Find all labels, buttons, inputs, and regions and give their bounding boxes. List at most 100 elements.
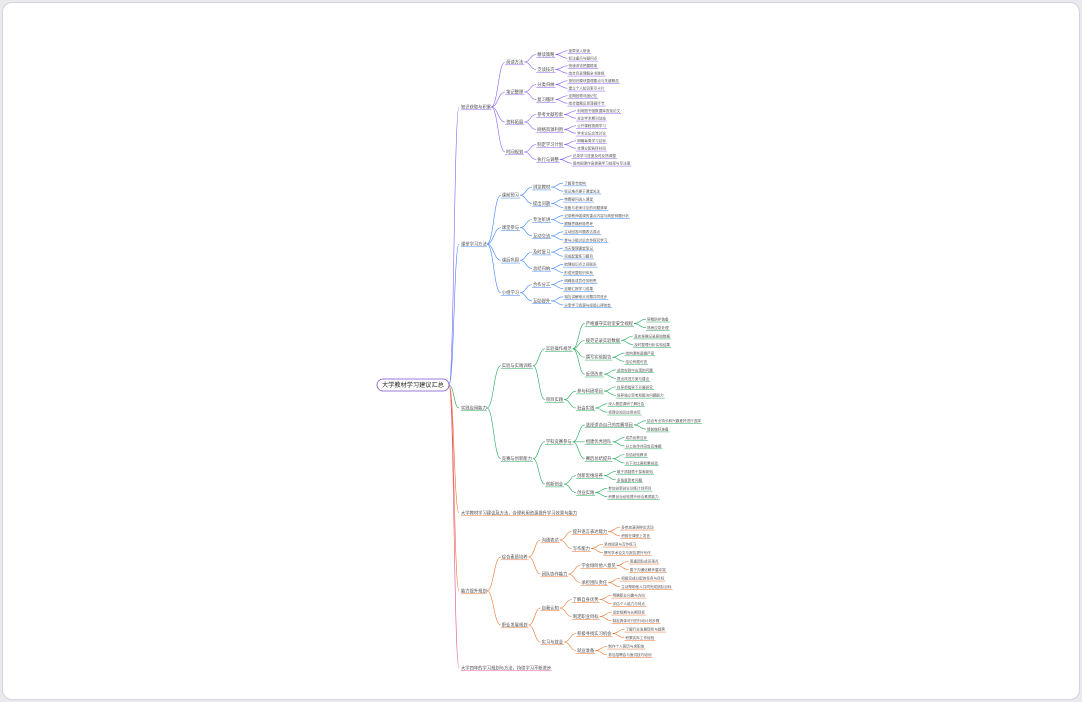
leaf-node[interactable]: 熟悉应急处理 <box>647 325 669 330</box>
leaf-node[interactable]: 深入基层调研了解社会 <box>608 401 644 406</box>
leaf-node[interactable]: 穿戴防护装备 <box>647 317 669 322</box>
mindmap-node[interactable]: 反思改进 <box>586 371 604 378</box>
mindmap-node[interactable]: 提升语言表达能力 <box>573 528 607 535</box>
leaf-node[interactable]: 总结经验教训 <box>626 452 648 457</box>
leaf-node[interactable]: 在导师指导下开展研究 <box>617 384 653 389</box>
leaf-node[interactable]: 成员优势互补 <box>626 435 648 440</box>
mindmap-node[interactable]: 自我认知 <box>542 604 559 611</box>
leaf-node[interactable]: 积极在课堂上发言 <box>621 533 650 538</box>
mindmap-node[interactable]: 实验操作规范 <box>546 345 572 352</box>
leaf-node[interactable]: 将理论知识应用实际 <box>608 410 641 415</box>
leaf-node[interactable]: 结合专业特长和兴趣爱好进行选择 <box>647 418 701 423</box>
mindmap-node[interactable]: 参与科研项目 <box>577 387 603 394</box>
mindmap-node[interactable]: 分类归纳 <box>537 81 554 88</box>
leaf-node[interactable]: 了解行业发展现状与趋势 <box>626 627 666 632</box>
mindmap-node[interactable]: 严格遵守实验室安全规程 <box>586 320 634 327</box>
leaf-node[interactable]: 分工协作共同攻克难题 <box>626 443 662 448</box>
leaf-node[interactable]: 多角度思考问题 <box>617 477 643 482</box>
leaf-node[interactable]: 参与小组讨论合作探究学习 <box>564 237 608 242</box>
leaf-node[interactable]: 准备与老师讨论的问题清单 <box>564 205 608 210</box>
leaf-node[interactable]: 提出改进方案与建议 <box>617 376 650 381</box>
leaf-node[interactable]: 建立个人知识索引卡片 <box>569 86 605 91</box>
leaf-node[interactable]: 积累实际工作经验 <box>626 635 655 640</box>
mindmap-node[interactable]: 撰写实验报告 <box>586 354 612 361</box>
leaf-node[interactable]: 多参加演讲辩论活动 <box>621 525 654 530</box>
mindmap-node[interactable]: 提出问题 <box>533 200 551 207</box>
leaf-node[interactable]: 总结实验中出现的问题 <box>617 367 653 372</box>
leaf-node[interactable]: 完成配套练习题目 <box>564 254 593 259</box>
mindmap-node[interactable]: 承担团队责任 <box>581 579 607 586</box>
leaf-node[interactable]: 尊重团队成员观点 <box>630 559 659 564</box>
mindmap-node[interactable]: 复习循环 <box>537 96 555 103</box>
leaf-node[interactable]: 培养独立思考和解决问题能力 <box>617 393 664 398</box>
mindmap-node[interactable]: 就业准备 <box>577 647 595 654</box>
leaf-node[interactable]: 参加招聘会与面试技巧培训 <box>608 652 652 657</box>
branch-node[interactable]: 实践应用能力 <box>461 404 487 411</box>
mindmap-node[interactable]: 制定职业目标 <box>573 613 599 620</box>
mindmap-node[interactable]: 赛后总结提升 <box>586 455 612 462</box>
mindmap-node[interactable]: 创新创业 <box>546 480 564 487</box>
mindmap-node[interactable]: 学会倾听他人意见 <box>581 562 616 569</box>
leaf-node[interactable]: 了解章节结构 <box>564 180 586 185</box>
mindmap-node[interactable]: 总结归纳 <box>533 265 550 272</box>
root-node-label[interactable]: 大学教材学习建议汇总 <box>382 381 444 389</box>
mindmap-node[interactable]: 写作能力 <box>573 545 590 552</box>
mindmap-node[interactable]: 竞赛与创新能力 <box>502 455 532 462</box>
leaf-node[interactable]: 结合错题反思薄弱环节 <box>569 101 605 106</box>
mindmap-node[interactable]: 积极寻找实习机会 <box>577 630 612 637</box>
leaf-node[interactable]: 明确各成员任务职责 <box>564 278 597 283</box>
mindmap-node[interactable]: 精读策略 <box>537 51 555 58</box>
leaf-node[interactable]: 及时整理分析实验结果 <box>634 342 670 347</box>
leaf-node[interactable]: 形成完整知识体系 <box>564 270 593 275</box>
branch-node[interactable]: 大学教材学习建议及方法，合理利用资源提升学习效果与能力 <box>461 509 577 516</box>
leaf-node[interactable]: 为下次比赛积累经验 <box>626 460 659 465</box>
leaf-node[interactable]: 标记难点便于课堂关注 <box>564 189 600 194</box>
leaf-node[interactable]: 真实准确记录原始数据 <box>634 334 670 339</box>
leaf-node[interactable]: 带着疑问进入课堂 <box>564 197 593 202</box>
leaf-node[interactable]: 结构清晰逻辑严密 <box>626 350 655 355</box>
mindmap-node[interactable]: 专注听讲 <box>533 216 551 223</box>
leaf-node[interactable]: 公开课程视频学习 <box>577 123 606 128</box>
leaf-node[interactable]: 跟随思路积极思考 <box>564 221 593 226</box>
mindmap-node[interactable]: 综合素质培养 <box>502 553 528 560</box>
mindmap-node[interactable]: 执行与调整 <box>537 156 559 163</box>
leaf-node[interactable]: 相互讲解难点问题共同进步 <box>564 294 608 299</box>
leaf-node[interactable]: 梳理知识点之间联系 <box>564 262 597 267</box>
mindmap-node[interactable]: 泛读技巧 <box>537 66 555 73</box>
leaf-node[interactable]: 关注学术期刊动态 <box>577 116 606 121</box>
mindmap-node[interactable]: 实习与就业 <box>542 638 564 645</box>
mindmap-node[interactable]: 课前预习 <box>502 192 519 199</box>
mindmap-node[interactable]: 互动交流 <box>533 232 551 239</box>
leaf-node[interactable]: 快速浏览把握框架 <box>569 63 598 68</box>
leaf-node[interactable]: 结合目录理解全书脉络 <box>569 71 605 76</box>
mindmap-node[interactable]: 课堂参与 <box>502 224 519 231</box>
leaf-node[interactable]: 定期汇报学习成果 <box>564 286 593 291</box>
mindmap-node[interactable]: 小组学习 <box>502 289 519 296</box>
leaf-node[interactable]: 设定短期与长期目标 <box>613 610 646 615</box>
mindmap-node[interactable]: 团队协作能力 <box>542 570 568 577</box>
mindmap-node[interactable]: 合作分工 <box>533 281 551 288</box>
mindmap-node[interactable]: 组建优秀团队 <box>586 438 612 445</box>
mindmap-node[interactable]: 学科竞赛参与 <box>546 438 572 445</box>
mindmap-node[interactable]: 阅读方法 <box>506 58 524 65</box>
mindmap-node[interactable]: 职业发展规划 <box>502 621 528 628</box>
leaf-node[interactable]: 记录学习进度及时反馈调整 <box>573 153 617 158</box>
leaf-node[interactable]: 明确职业兴趣与方向 <box>613 593 646 598</box>
leaf-node[interactable]: 主动帮助他人共同完成团队目标 <box>621 584 672 589</box>
branch-node[interactable]: 能力提升规划 <box>461 587 487 594</box>
leaf-node[interactable]: 逐章深入研读 <box>569 48 591 53</box>
branch-node[interactable]: 大学四年的学习规划与方法，持续学习不断进步 <box>461 664 552 671</box>
mindmap-node[interactable]: 参考文献检索 <box>537 111 563 118</box>
leaf-node[interactable]: 标注重点与疑问点 <box>569 56 598 61</box>
mindmap-node[interactable]: 制定学习计划 <box>537 141 563 148</box>
leaf-node[interactable]: 定期回顾巩固记忆 <box>569 93 598 98</box>
leaf-node[interactable]: 撰写学术论文与报告提升写作 <box>604 550 651 555</box>
mindmap-node[interactable]: 及时复习 <box>533 249 550 256</box>
leaf-node[interactable]: 评估个人能力与特点 <box>613 601 646 606</box>
branch-node[interactable]: 课堂学习方法 <box>461 240 487 247</box>
mindmap-node[interactable]: 创新思维培养 <box>577 472 603 479</box>
leaf-node[interactable]: 学术论坛交流讨论 <box>577 131 606 136</box>
mindmap-node[interactable]: 规范记录实验数据 <box>586 337 621 344</box>
mindmap-node[interactable]: 创业实践 <box>577 489 595 496</box>
mindmap-node[interactable]: 沟通表达 <box>542 536 560 543</box>
